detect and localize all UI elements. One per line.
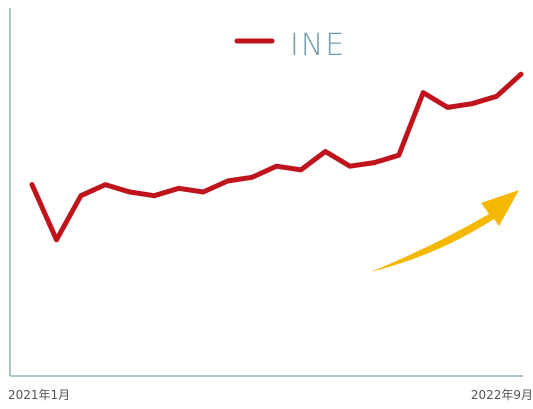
data-point <box>152 193 157 198</box>
data-point <box>127 190 132 195</box>
trend-arrow <box>370 190 519 272</box>
data-point <box>445 105 450 110</box>
annotation-layer <box>370 190 519 272</box>
plot-area <box>29 71 524 243</box>
data-point <box>103 182 108 187</box>
x-tick-label-end: 2022年9月 <box>471 388 533 402</box>
data-point <box>519 72 524 77</box>
data-point <box>176 186 181 191</box>
data-point <box>274 164 279 169</box>
data-point <box>78 193 83 198</box>
data-point <box>250 175 255 180</box>
data-point <box>298 167 303 172</box>
data-point <box>201 190 206 195</box>
data-point <box>54 237 59 242</box>
x-tick-label-start: 2021年1月 <box>8 388 70 402</box>
legend: INE <box>234 28 346 63</box>
data-point <box>494 94 499 99</box>
data-point <box>323 149 328 154</box>
series-line-ine <box>29 71 524 243</box>
data-point <box>470 101 475 106</box>
data-point <box>396 153 401 158</box>
data-point <box>347 164 352 169</box>
data-point <box>30 182 35 187</box>
data-point <box>372 160 377 165</box>
data-point <box>421 90 426 95</box>
legend-label: INE <box>290 28 346 63</box>
data-point <box>225 179 230 184</box>
